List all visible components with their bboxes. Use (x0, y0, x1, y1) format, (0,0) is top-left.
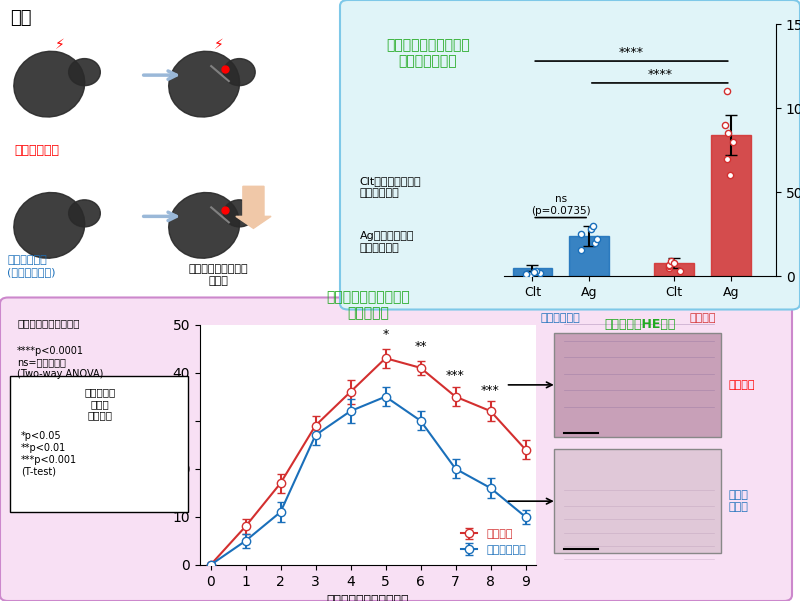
Point (528, 267, 541, 277)
Point (589, 238, 602, 248)
Ellipse shape (14, 192, 85, 258)
Text: 炎症皮膚のHE染色: 炎症皮膚のHE染色 (605, 318, 676, 331)
Bar (513, 268, 552, 276)
Ellipse shape (69, 58, 100, 86)
Ellipse shape (14, 51, 85, 117)
Text: 皮膚の腫れ
データ
（右下）: 皮膚の腫れ データ （右下） (84, 387, 116, 420)
Text: アレルギー皮膚組織に
集まる好酸球数: アレルギー皮膚組織に 集まる好酸球数 (386, 38, 470, 68)
Text: ストレス: ストレス (728, 380, 755, 390)
Text: ****: **** (647, 69, 672, 81)
Point (520, 269, 533, 279)
Point (662, 260, 675, 269)
Text: ns
(p=0.0735): ns (p=0.0735) (531, 194, 590, 216)
Point (534, 268, 546, 278)
Text: ****: **** (619, 46, 644, 59)
Text: ストレスなし
(コントロール): ストレスなし (コントロール) (7, 255, 55, 277)
Ellipse shape (169, 51, 240, 117)
Text: ストレス: ストレス (689, 314, 715, 323)
Title: アレルギー炎症による
皮膚の腫れ: アレルギー炎症による 皮膚の腫れ (326, 290, 410, 320)
Point (586, 221, 599, 231)
Text: ⚡: ⚡ (214, 38, 223, 52)
FancyBboxPatch shape (10, 376, 188, 511)
Ellipse shape (223, 200, 255, 227)
Point (574, 230, 587, 239)
Text: ***: *** (481, 383, 500, 397)
Point (520, 270, 533, 279)
Bar (569, 236, 609, 276)
Point (662, 263, 675, 273)
Text: 耳に皮膚アレルギー
を誘導: 耳に皮膚アレルギー を誘導 (189, 264, 248, 286)
Point (575, 245, 588, 254)
Point (721, 154, 734, 163)
Point (590, 234, 603, 244)
Bar (711, 135, 750, 276)
Text: 細胞数データ（右上）: 細胞数データ（右上） (18, 318, 80, 328)
Text: *p<0.05
**p<0.01
***p<0.001
(T-test): *p<0.05 **p<0.01 ***p<0.001 (T-test) (21, 432, 77, 476)
Y-axis label: 炎症皮膚(耳)の腫れの程度
(× 10⁻²mm): 炎症皮膚(耳)の腫れの程度 (× 10⁻²mm) (148, 404, 170, 486)
Legend: ストレス, コントロール: ストレス, コントロール (456, 525, 530, 560)
Point (584, 225, 597, 234)
Text: コントロール: コントロール (541, 314, 581, 323)
Ellipse shape (69, 200, 100, 227)
FancyArrow shape (236, 186, 271, 228)
Ellipse shape (169, 192, 240, 258)
Point (722, 129, 734, 138)
Point (721, 87, 734, 96)
Ellipse shape (223, 58, 255, 86)
Text: ****p<0.0001
ns=有意差なし
(Two-way ANOVA): ****p<0.0001 ns=有意差なし (Two-way ANOVA) (18, 346, 103, 379)
Point (524, 270, 537, 279)
Text: ***: *** (446, 369, 465, 382)
Text: 図１: 図１ (10, 9, 32, 27)
Bar (654, 263, 694, 276)
Point (726, 137, 739, 147)
Point (668, 258, 681, 268)
Text: コント
ロール: コント ロール (728, 490, 748, 512)
Text: ストレス負荷: ストレス負荷 (14, 144, 59, 157)
Text: **: ** (414, 340, 426, 353)
X-axis label: アレルゲン投与後の日数: アレルゲン投与後の日数 (326, 594, 410, 601)
Point (662, 261, 675, 271)
Point (718, 120, 731, 130)
Point (664, 257, 677, 266)
FancyBboxPatch shape (554, 333, 722, 436)
Text: Clt：非アレルギー
　　誘導組織: Clt：非アレルギー 誘導組織 (360, 176, 422, 198)
Point (530, 267, 542, 276)
Point (723, 171, 736, 180)
Text: ⚡: ⚡ (55, 38, 65, 52)
Point (674, 267, 686, 276)
FancyBboxPatch shape (554, 450, 722, 553)
Text: *: * (382, 328, 389, 341)
Text: Ag：アレルギー
　　誘導組織: Ag：アレルギー 誘導組織 (360, 231, 414, 253)
